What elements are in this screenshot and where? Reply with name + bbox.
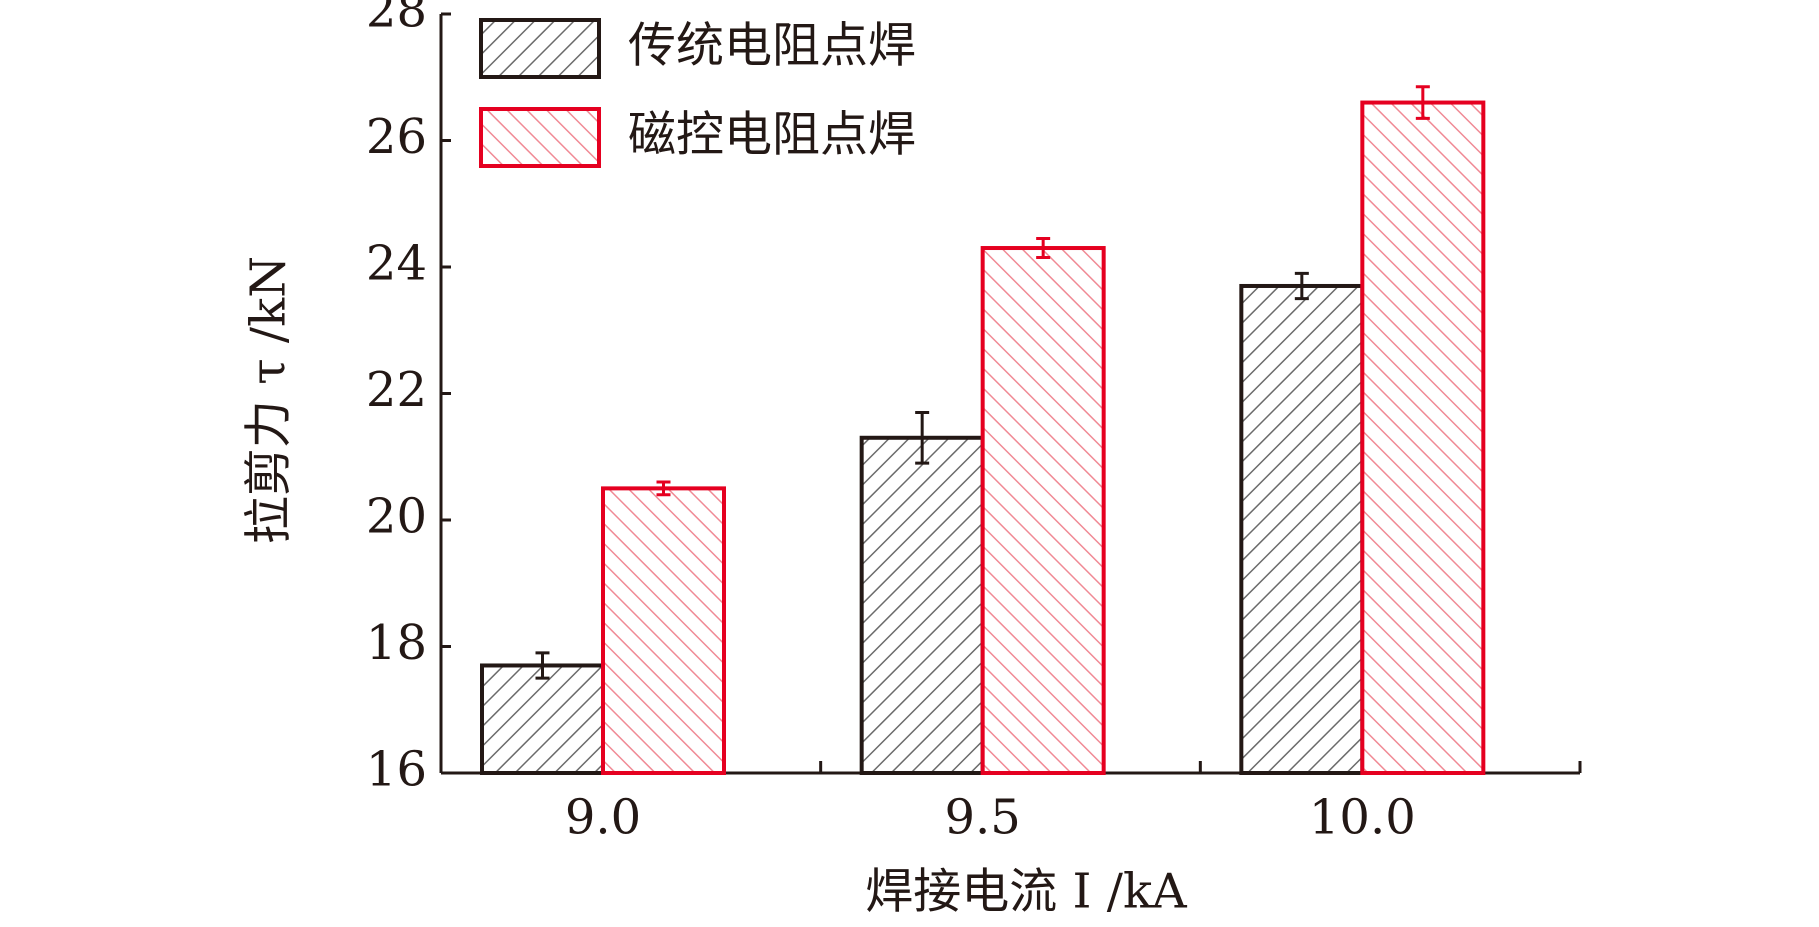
x-tick-label: 9.0: [565, 790, 641, 846]
x-tick-label: 10.0: [1309, 790, 1416, 846]
y-tick-label: 26: [366, 109, 427, 165]
error-bar: [1415, 85, 1430, 120]
bar: [859, 435, 985, 775]
x-axis-label: 焊接电流 I /kA: [865, 864, 1188, 920]
y-tick-label: 24: [366, 236, 427, 292]
bar: [1239, 283, 1365, 775]
error-bar: [656, 480, 671, 497]
error-bar: [1036, 237, 1051, 260]
error-bar: [1294, 271, 1309, 301]
legend-label: 传统电阻点焊: [628, 18, 916, 74]
error-bar: [535, 651, 550, 680]
bar: [601, 486, 726, 775]
bar: [980, 246, 1106, 775]
y-tick-label: 22: [366, 362, 427, 418]
y-axis-label: 拉剪力 τ /kN: [241, 256, 297, 544]
bar: [1360, 100, 1486, 776]
x-tick-label: 9.5: [944, 790, 1020, 846]
y-tick-label: 18: [366, 615, 427, 671]
y-tick-label: 28: [366, 0, 427, 39]
legend-swatch: [479, 18, 601, 79]
y-tick-label: 16: [366, 742, 427, 798]
y-tick-label: 20: [366, 489, 427, 545]
error-bar: [915, 410, 930, 465]
legend-swatch: [479, 107, 601, 168]
bar: [480, 663, 605, 775]
legend-label: 磁控电阻点焊: [628, 107, 916, 163]
